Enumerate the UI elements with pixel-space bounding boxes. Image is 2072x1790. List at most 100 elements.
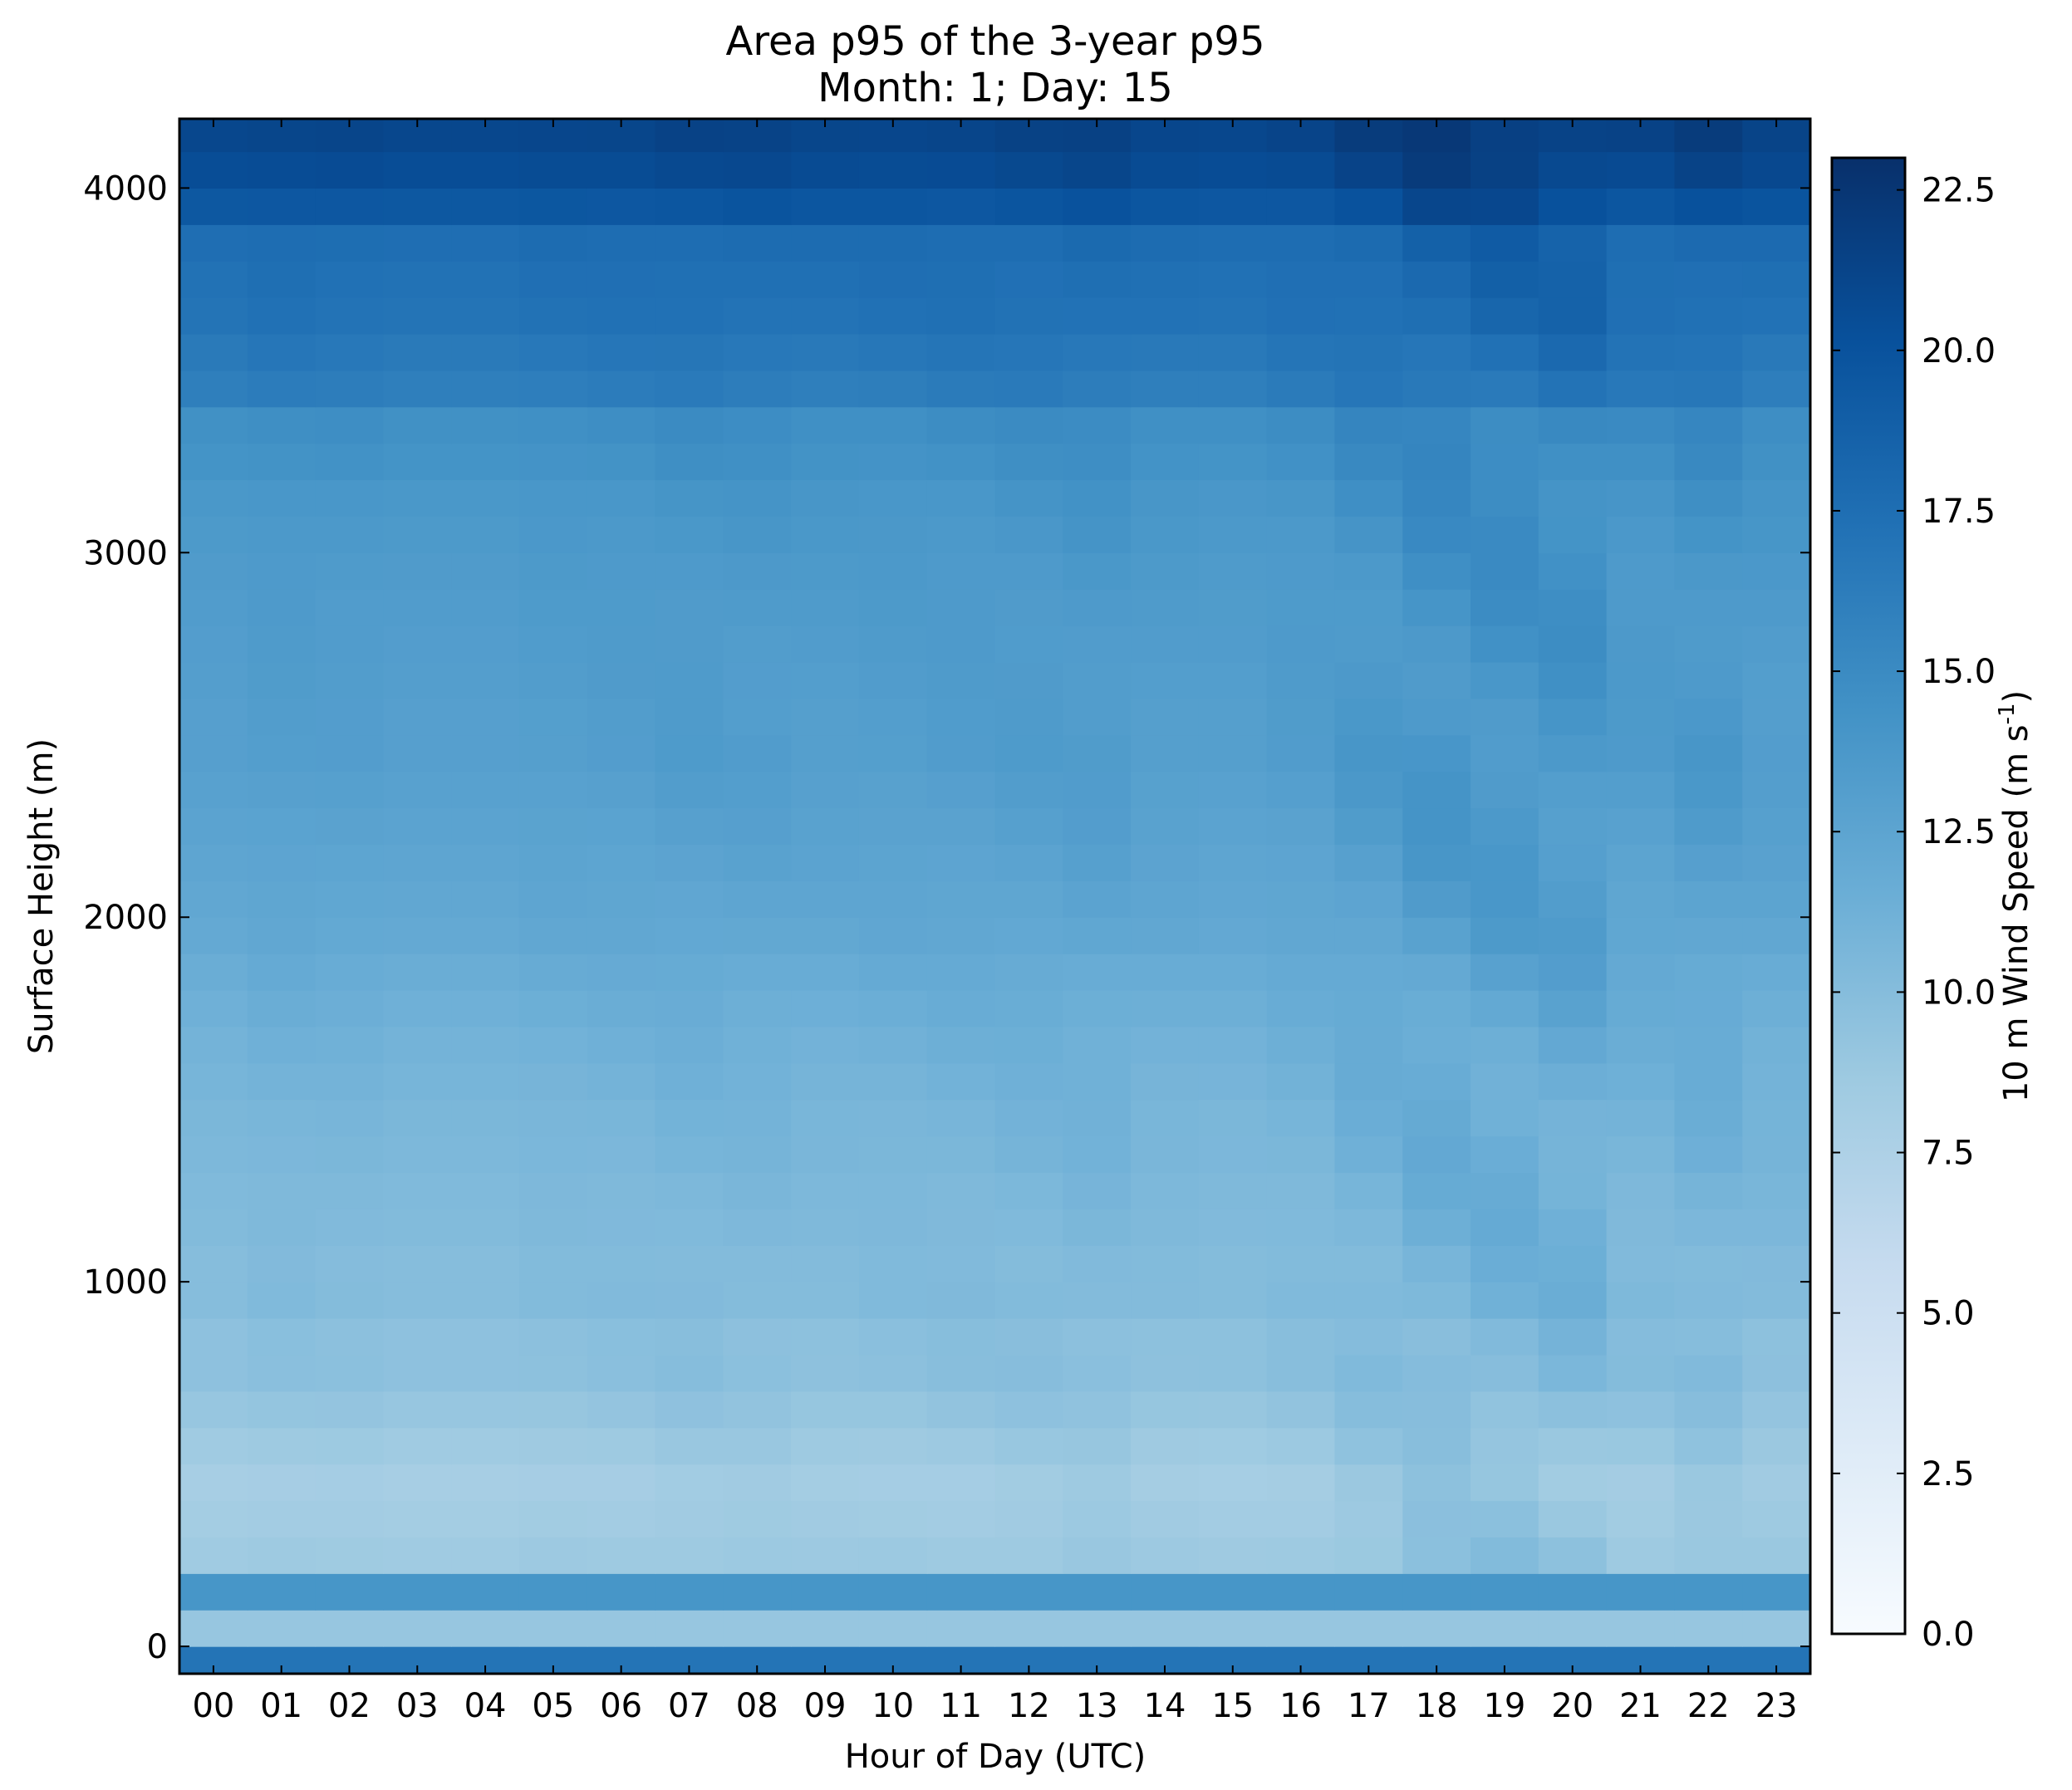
heatmap-cell: [994, 188, 1063, 225]
heatmap-cell: [383, 552, 452, 590]
heatmap-cell: [1266, 443, 1336, 481]
heatmap-cell: [1063, 370, 1132, 408]
heatmap-cell: [994, 479, 1063, 517]
heatmap-cell: [451, 1026, 520, 1064]
heatmap-cell: [1131, 990, 1200, 1027]
heatmap-cell: [926, 406, 996, 444]
heatmap-cell: [1674, 1500, 1743, 1537]
heatmap-cell: [926, 1172, 996, 1209]
heatmap-cell: [383, 917, 452, 954]
heatmap-cell: [383, 844, 452, 881]
heatmap-cell: [518, 734, 588, 772]
x-tick-label: 19: [1483, 1687, 1525, 1725]
heatmap-cell: [1742, 917, 1811, 954]
heatmap-cell: [1471, 698, 1539, 736]
colorbar-tick-label: 20.0: [1922, 332, 1996, 370]
heatmap-cell: [247, 333, 317, 371]
heatmap-cell: [518, 844, 588, 881]
heatmap-cell: [1131, 333, 1200, 371]
heatmap-cell: [723, 1610, 792, 1647]
heatmap-cell: [1402, 807, 1471, 846]
heatmap-cell: [926, 552, 996, 590]
heatmap-cell: [247, 954, 317, 991]
heatmap-cell: [1471, 1099, 1539, 1137]
heatmap-cell: [587, 333, 656, 371]
heatmap-cell: [1402, 1172, 1471, 1209]
heatmap-cell: [587, 1099, 656, 1137]
heatmap-cell: [518, 188, 588, 225]
heatmap-cell: [587, 625, 656, 663]
heatmap-cell: [518, 954, 588, 991]
heatmap-cell: [791, 844, 860, 881]
heatmap-cell: [1266, 807, 1336, 846]
heatmap-cell: [383, 734, 452, 772]
heatmap-cell: [247, 370, 317, 408]
heatmap-cell: [1674, 954, 1743, 991]
heatmap-cell: [1742, 1245, 1811, 1282]
heatmap-cell: [1674, 880, 1743, 918]
heatmap-cell: [1402, 589, 1471, 626]
heatmap-cell: [1063, 1573, 1132, 1611]
heatmap-cell: [1402, 625, 1471, 663]
heatmap-cell: [1131, 844, 1200, 881]
heatmap-cell: [179, 1172, 248, 1209]
heatmap-cell: [1538, 1390, 1608, 1429]
heatmap-cell: [1334, 1354, 1403, 1392]
heatmap-cell: [1606, 1390, 1676, 1429]
heatmap-cell: [926, 1464, 996, 1502]
heatmap-cell: [723, 1500, 792, 1537]
heatmap-cell: [1131, 443, 1200, 481]
heatmap-cell: [518, 261, 588, 298]
heatmap-cell: [179, 261, 248, 298]
x-tick-label: 10: [872, 1687, 914, 1725]
heatmap-cell: [587, 552, 656, 590]
heatmap-cell: [1471, 151, 1539, 189]
x-tick-label: 23: [1755, 1687, 1798, 1725]
heatmap-cell: [1606, 990, 1676, 1027]
heatmap-cell: [1131, 1026, 1200, 1064]
heatmap-cell: [518, 1573, 588, 1611]
heatmap-cell: [926, 479, 996, 517]
heatmap-cell: [858, 333, 928, 371]
x-tick-label: 05: [532, 1687, 574, 1725]
heatmap-cell: [994, 1209, 1063, 1246]
heatmap-cell: [1266, 516, 1336, 553]
heatmap-cell: [723, 261, 792, 298]
heatmap-cell: [315, 224, 384, 262]
heatmap-cell: [1334, 1537, 1403, 1574]
heatmap-cell: [1266, 698, 1336, 736]
heatmap-cell: [858, 880, 928, 918]
heatmap-cell: [1266, 1209, 1336, 1246]
heatmap-cell: [315, 1282, 384, 1319]
heatmap-cell: [247, 698, 317, 736]
heatmap-cell: [518, 1026, 588, 1064]
heatmap-cell: [1471, 1573, 1539, 1611]
heatmap-cell: [655, 1390, 724, 1429]
heatmap-cell: [926, 1537, 996, 1574]
heatmap-cell: [994, 516, 1063, 553]
heatmap-cell: [1198, 589, 1268, 626]
heatmap-cell: [1198, 1318, 1268, 1356]
heatmap-cell: [179, 1427, 248, 1465]
heatmap-cell: [994, 1390, 1063, 1429]
heatmap-cell: [383, 990, 452, 1027]
heatmap-cell: [1266, 1135, 1336, 1174]
heatmap-cell: [858, 1500, 928, 1537]
heatmap-cell: [179, 1245, 248, 1282]
heatmap-cell: [1606, 151, 1676, 189]
heatmap-cell: [518, 479, 588, 517]
heatmap-cell: [723, 1209, 792, 1246]
heatmap-cell: [1063, 954, 1132, 991]
heatmap-cell: [1198, 661, 1268, 699]
heatmap-cell: [1198, 1610, 1268, 1647]
heatmap-cell: [655, 370, 724, 408]
heatmap-cell: [1538, 1209, 1608, 1246]
heatmap-cell: [723, 479, 792, 517]
heatmap-cell: [1334, 261, 1403, 298]
heatmap-cell: [1742, 1318, 1811, 1356]
heatmap-cell: [1266, 734, 1336, 772]
heatmap-cell: [179, 589, 248, 626]
heatmap-cell: [994, 589, 1063, 626]
heatmap-cell: [1538, 1062, 1608, 1101]
heatmap-cell: [247, 479, 317, 517]
